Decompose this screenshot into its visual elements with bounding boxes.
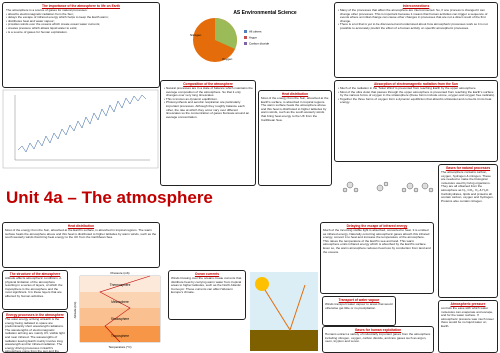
info-box: Gases for human exploitation Humans extra… — [322, 326, 434, 353]
box-text: • Most of the ultra violet that passes t… — [338, 89, 495, 98]
co2-graph — [2, 89, 159, 169]
box-text: Winds transport water vapour to areas th… — [325, 302, 393, 310]
box-text: Most of the energy from the Sun, absorbe… — [5, 228, 157, 240]
box-text: Winds blowing over the oceans create cur… — [171, 276, 242, 295]
info-box: Ocean currents Winds blowing over the oce… — [168, 270, 246, 320]
axis-label: Pressure (mb) — [110, 271, 129, 275]
box-text: • There is a lot that is yet to be disco… — [338, 22, 488, 31]
box-title: Absorption of electromagnetic radiation … — [374, 81, 458, 86]
box-title: Ocean currents — [194, 271, 220, 276]
info-box: The importance of the atmosphere to life… — [2, 2, 160, 88]
box-text: controls the ease with which water molec… — [441, 306, 494, 329]
greenhouse-illustration — [250, 272, 318, 351]
info-box: Heat distribution Most of the energy from… — [2, 222, 160, 268]
box-text: • This is known as dynamic equilibrium. — [164, 96, 218, 101]
box-text: • delays the escape of infrared energy w… — [6, 15, 109, 20]
box-text: • Together the three forms of oxygen for… — [338, 96, 492, 105]
legend-entry: All others — [249, 30, 262, 34]
box-text: • Much of the radiation in the 'Solar Wi… — [338, 86, 477, 91]
box-text: Altitude affects atmospheric conditions.… — [5, 276, 63, 299]
info-box: Gases for natural processes The atmospher… — [438, 164, 498, 298]
box-title: Transport of water vapour — [338, 297, 380, 302]
pie-chart — [193, 18, 247, 62]
box-title: Energy processes in the atmosphere — [6, 312, 64, 317]
pie-label: Oxygen — [222, 57, 233, 61]
box-text: • is a source of gases for human exploit… — [6, 29, 68, 34]
box-text: Humans extract a variety of industrially… — [325, 332, 431, 344]
box-title: Interconnections — [402, 3, 430, 8]
info-box: Absorption of electromagnetic radiation … — [334, 80, 498, 162]
box-title: Heat distribution — [67, 223, 95, 228]
box-title: The structure of the atmosphere — [9, 271, 61, 276]
box-text: The atmosphere is a source of gases for … — [6, 8, 88, 13]
layer-label: Troposphere — [111, 334, 129, 338]
info-box: Heat distribution Most of the energy from… — [258, 90, 332, 186]
box-text: Most of the energy from the Sun, absorbe… — [261, 96, 329, 122]
layer-label: Stratosphere — [111, 317, 129, 321]
info-box: Composition of the atmosphere • Natural p… — [160, 80, 256, 186]
box-text: • provides winds over the oceans which c… — [6, 22, 101, 27]
box-title: Delaying the escape of infrared energy — [346, 223, 408, 228]
centre-title: AS Environmental Science — [233, 10, 297, 16]
box-text: The atmosphere contains carbon, oxygen, … — [441, 170, 494, 203]
atmosphere-diagram — [79, 275, 161, 343]
box-text: Much of the incoming visible light is ab… — [323, 228, 431, 254]
info-box: Delaying the escape of infrared energy Mu… — [320, 222, 434, 294]
molecule-diagrams — [342, 181, 434, 193]
info-box: Energy processes in the atmosphere The so… — [2, 311, 68, 353]
axis-label: Temperature (°C) — [108, 345, 131, 349]
pie-label: Nitrogen — [190, 33, 202, 37]
layer-label: Mesosphere — [111, 300, 129, 304]
box-title: The importance of the atmosphere to life… — [41, 3, 121, 8]
box-title: Gases for human exploitation — [354, 327, 402, 332]
box-title: Gases for natural processes — [445, 165, 491, 170]
info-box: The structure of the atmosphere Altitude … — [2, 270, 68, 310]
box-title: Atmospheric pressure — [450, 301, 486, 306]
legend-entry: Carbon dioxide — [249, 42, 270, 46]
box-text: • distributes heat and water vapour; — [6, 18, 55, 23]
box-title: Heat distribution — [281, 91, 309, 96]
info-box: Transport of water vapour Winds transport… — [322, 296, 396, 326]
box-text: • Natural processes are in a state of ba… — [164, 86, 253, 98]
box-text: • creates pressure which allows liquid w… — [6, 26, 78, 31]
axis-label: Altitude (km) — [73, 302, 77, 319]
legend-entry: Argon — [249, 36, 257, 40]
box-title: Composition of the atmosphere — [183, 81, 233, 86]
info-box: Interconnections • Many of the processes … — [334, 2, 498, 78]
box-text: • absorbs electromagnetic radiation from… — [6, 11, 74, 16]
centre-panel — [186, 4, 332, 76]
box-text: The solar energy arriving at Earth is th… — [5, 317, 65, 353]
box-text: • Many of the processes that affect the … — [338, 8, 488, 23]
page-title: Unit 4a – The atmosphere — [6, 188, 213, 207]
layer-label: Thermosphere — [110, 283, 131, 287]
box-text: • Photosynthesis and aerobic respiration… — [164, 100, 250, 119]
info-box: Atmospheric pressure controls the ease wi… — [438, 300, 498, 353]
